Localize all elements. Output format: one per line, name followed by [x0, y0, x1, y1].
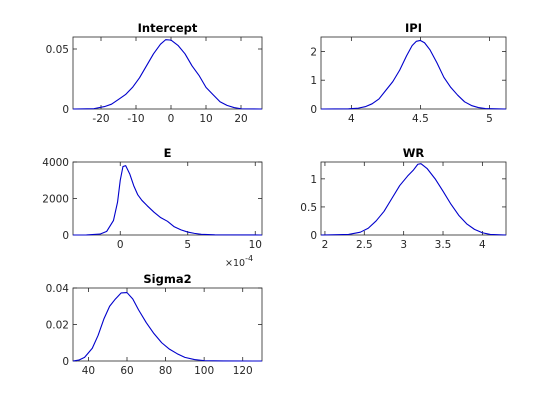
y-tick-label: 0 [310, 230, 317, 242]
subplot-intercept: -20 -10 0 10 20 0 0.05 Intercept [46, 21, 263, 125]
x-tick-label: -20 [92, 113, 109, 125]
density-line [72, 39, 263, 110]
density-line [320, 163, 507, 236]
subplot-ipi: 4 4.5 5 0 1 2 IPI [310, 21, 507, 125]
density-line [72, 292, 263, 362]
x-tick-label: 2.5 [356, 239, 373, 251]
x-tick-label: 100 [194, 365, 214, 377]
x-tick-label: 60 [120, 365, 133, 377]
x-tick-label: 0 [117, 239, 124, 251]
axes-frame [72, 36, 263, 110]
x-tick-label: 10 [199, 113, 212, 125]
y-tick-label: 0 [62, 356, 69, 368]
x-tick-label: 120 [233, 365, 253, 377]
x-exponent-power: -4 [245, 254, 253, 263]
density-line [320, 39, 507, 110]
x-tick-label: 4.5 [412, 113, 429, 125]
y-tick-label: 0.02 [46, 320, 69, 332]
x-tick-label: 5 [486, 113, 493, 125]
y-tick-label: 0.05 [46, 44, 69, 56]
y-tick-label: 0 [62, 230, 69, 242]
y-tick-label: 0 [310, 104, 317, 116]
y-tick-label: 0.04 [46, 283, 70, 295]
subplot-title: WR [403, 146, 425, 160]
x-tick-label: 0 [168, 113, 175, 125]
subplot-title: IPI [405, 21, 422, 35]
subplot-title: Sigma2 [143, 272, 191, 286]
y-tick-label: 1 [310, 174, 317, 186]
axes-frame [320, 36, 507, 110]
x-tick-label: 40 [82, 365, 95, 377]
x-tick-label: 3.5 [435, 239, 452, 251]
axes-frame [320, 161, 507, 236]
x-tick-label: -10 [127, 113, 144, 125]
x-exponent-base: ×10 [225, 258, 245, 269]
x-tick-label: 20 [234, 113, 247, 125]
x-tick-label: 3 [400, 239, 407, 251]
x-tick-label: 80 [159, 365, 172, 377]
x-tick-label: 4 [348, 113, 355, 125]
y-tick-label: 1 [310, 75, 317, 87]
x-exponent-label: ×10-4 [225, 254, 253, 269]
density-line [72, 165, 263, 236]
y-tick-label: 0.5 [300, 202, 317, 214]
x-tick-label: 4 [479, 239, 486, 251]
subplot-sigma2: 40 60 80 100 120 0 0.02 0.04 Sigma2 [46, 272, 263, 377]
subplot-title: E [164, 146, 172, 160]
x-tick-label: 10 [249, 239, 262, 251]
x-tick-label: 2 [322, 239, 329, 251]
y-tick-label: 2000 [42, 194, 69, 206]
subplot-e: 0 5 10 0 2000 4000 E ×10-4 [42, 146, 263, 269]
axes-frame [72, 161, 263, 236]
y-tick-label: 2 [310, 46, 317, 58]
y-tick-label: 0 [62, 104, 69, 116]
x-tick-label: 5 [184, 239, 191, 251]
subplot-title: Intercept [138, 21, 198, 35]
subplot-wr: 2 2.5 3 3.5 4 0 0.5 1 WR [300, 146, 507, 251]
y-tick-label: 4000 [42, 157, 69, 169]
